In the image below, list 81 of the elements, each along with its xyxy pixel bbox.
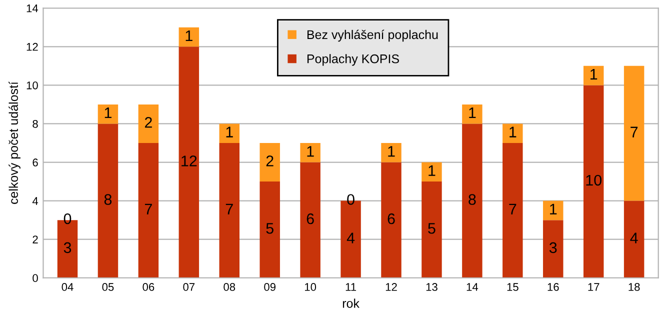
x-axis-title: rok: [342, 298, 360, 308]
bar: [543, 220, 564, 278]
bar: [138, 104, 159, 143]
bar: [381, 143, 402, 162]
bar: [219, 124, 240, 143]
x-tick-label: 09: [264, 283, 276, 291]
data-label: 1: [550, 204, 557, 214]
bar: [624, 200, 644, 278]
legend-label: Bez vyhlášení poplachu: [307, 30, 438, 42]
bar: [138, 143, 159, 278]
bar: [300, 162, 320, 278]
bar: [300, 143, 320, 162]
y-tick-label: 0: [32, 274, 38, 282]
x-tick-label: 08: [224, 283, 236, 291]
data-label: 5: [266, 223, 274, 234]
legend-label: Poplachy KOPIS: [307, 54, 399, 66]
data-label: 2: [144, 117, 152, 128]
data-label: 1: [226, 126, 233, 138]
x-tick-label: 05: [102, 283, 114, 291]
bar: [462, 124, 482, 278]
bar: [178, 46, 200, 278]
bar: [502, 124, 523, 143]
data-label: 4: [630, 232, 638, 244]
data-label: 2: [266, 156, 274, 166]
bar: [462, 104, 482, 124]
bar: [178, 27, 200, 47]
data-label: 6: [388, 213, 395, 224]
data-label: 6: [306, 213, 314, 224]
y-tick-label: 12: [26, 42, 38, 51]
data-label: 1: [590, 69, 598, 80]
x-tick-label: 07: [183, 283, 195, 291]
data-label: 4: [346, 232, 355, 244]
data-label: 1: [510, 126, 516, 138]
bar: [219, 143, 240, 278]
y-tick-label: 4: [32, 197, 38, 205]
data-label: 3: [64, 242, 72, 254]
bar: [98, 104, 118, 124]
data-label: 3: [549, 242, 557, 254]
bar: [422, 162, 442, 182]
data-label: 7: [630, 126, 638, 138]
x-tick-label: 04: [62, 283, 74, 291]
x-tick-label: 18: [628, 283, 640, 291]
x-tick-label: 16: [548, 283, 559, 291]
bar: [98, 124, 118, 278]
bar: [422, 182, 442, 278]
x-tick-label: 06: [142, 283, 154, 291]
data-label: 1: [388, 146, 395, 157]
data-label: 1: [186, 30, 192, 41]
data-label: 1: [104, 108, 112, 118]
y-tick-label: 10: [26, 81, 38, 90]
data-label: 7: [226, 204, 233, 214]
y-tick-label: 8: [32, 120, 38, 128]
data-label: 7: [144, 204, 152, 214]
data-label: 10: [586, 174, 602, 186]
bar: [583, 85, 604, 278]
x-tick-label: 14: [466, 283, 478, 291]
x-tick-label: 10: [304, 283, 316, 291]
y-tick-label: 14: [26, 4, 38, 12]
data-label: 1: [307, 146, 314, 157]
data-label: 1: [469, 108, 476, 118]
data-label: 1: [428, 165, 436, 176]
bar: [260, 182, 280, 278]
bar: [381, 162, 402, 278]
data-label: 5: [428, 223, 436, 234]
x-tick-label: 15: [507, 283, 518, 291]
y-tick-label: 2: [32, 236, 38, 244]
x-tick-label: 13: [426, 283, 438, 291]
bar: [502, 143, 523, 278]
bar: [583, 66, 604, 86]
x-tick-label: 17: [588, 283, 600, 291]
x-tick-label: 12: [386, 283, 397, 291]
y-tick-label: 6: [32, 158, 38, 166]
bar: [260, 143, 280, 182]
y-axis-title: celkový počet událostí: [8, 82, 20, 204]
data-label: 8: [468, 194, 476, 205]
data-label: 12: [182, 156, 197, 166]
bar: [624, 66, 644, 201]
bar: [543, 200, 564, 220]
data-label: 8: [104, 194, 112, 205]
x-tick-label: 11: [346, 283, 356, 291]
data-label: 7: [509, 204, 516, 214]
